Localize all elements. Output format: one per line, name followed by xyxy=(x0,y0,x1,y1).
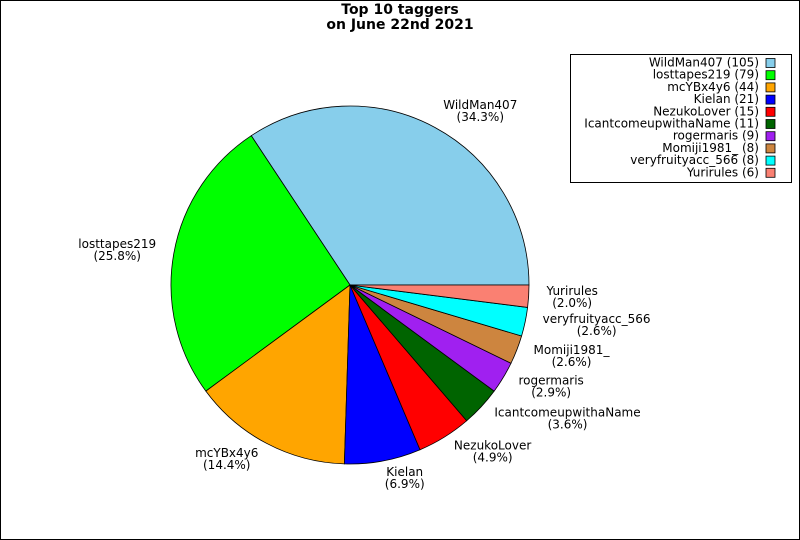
pie-slice xyxy=(170,135,351,392)
legend-swatch xyxy=(765,167,776,178)
legend-label: Kielan (21) xyxy=(694,92,759,106)
legend-label: losttapes219 (79) xyxy=(653,68,759,82)
legend-swatch xyxy=(765,94,776,105)
legend-swatch xyxy=(765,143,776,154)
slice-label: NezukoLover xyxy=(454,439,531,453)
slice-percent: (2.0%) xyxy=(552,296,592,310)
legend-label: NezukoLover (15) xyxy=(653,104,759,118)
slice-label: veryfruityacc_566 xyxy=(543,312,651,326)
legend-label: veryfruityacc_566 (8) xyxy=(630,153,759,167)
slice-label: Momiji1981_ xyxy=(534,343,611,357)
pie-slice xyxy=(205,284,351,465)
slice-label: rogermaris xyxy=(519,373,584,387)
slice-label: losttapes219 xyxy=(78,237,156,251)
slice-label: Yurirules xyxy=(546,284,598,298)
chart-title: on June 22nd 2021 xyxy=(326,17,473,33)
legend-label: rogermaris (9) xyxy=(673,129,759,143)
legend-swatch xyxy=(765,70,776,81)
legend-box xyxy=(570,54,792,183)
slice-percent: (34.3%) xyxy=(457,110,504,124)
legend-label: WildMan407 (105) xyxy=(649,56,759,70)
chart-title: Top 10 taggers xyxy=(341,2,458,18)
slice-label: Kielan xyxy=(386,465,423,479)
slice-label: WildMan407 xyxy=(443,98,517,112)
legend-label: Momiji1981_ (8) xyxy=(662,141,759,155)
slice-percent: (2.6%) xyxy=(577,324,617,338)
slice-percent: (14.4%) xyxy=(203,458,250,472)
slice-percent: (6.9%) xyxy=(385,477,425,491)
slice-label: mcYBx4y6 xyxy=(195,446,258,460)
slice-percent: (4.9%) xyxy=(473,451,513,465)
legend-label: Yurirules (6) xyxy=(686,165,759,179)
legend-swatch xyxy=(765,106,776,117)
slice-percent: (2.9%) xyxy=(531,385,571,399)
legend-swatch xyxy=(765,131,776,142)
legend-swatch xyxy=(765,82,776,93)
legend-swatch xyxy=(765,58,776,68)
slice-label: IcantcomeupwithaName xyxy=(494,405,640,419)
slice-percent: (3.6%) xyxy=(548,417,588,431)
slice-percent: (25.8%) xyxy=(93,249,140,263)
legend-label: IcantcomeupwithaName (11) xyxy=(584,117,759,131)
legend-swatch xyxy=(765,155,776,166)
pie-slice xyxy=(349,284,530,308)
legend-label: mcYBx4y6 (44) xyxy=(667,80,759,94)
legend-swatch xyxy=(765,119,776,129)
legend: WildMan407 (105)losttapes219 (79)mcYBx4y… xyxy=(570,54,792,183)
slice-percent: (2.6%) xyxy=(552,355,592,369)
